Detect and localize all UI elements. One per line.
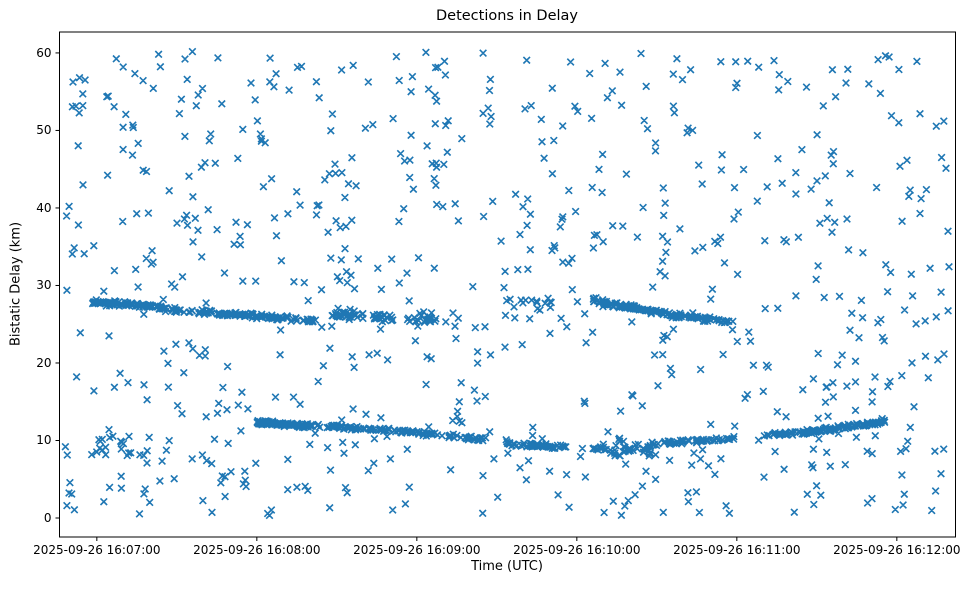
clutter-cluster-pre-pass2-markers [510, 294, 556, 314]
x-tick-label-0: 2025-09-26 16:07:00 [33, 543, 161, 557]
y-tick-label-0: 0 [43, 511, 52, 525]
y-tick-label-3: 30 [36, 278, 52, 293]
y-tick-label-6: 60 [36, 45, 52, 60]
x-tick-label-5: 2025-09-26 16:12:00 [833, 543, 961, 557]
clutter-markers [61, 47, 953, 520]
track-b-markers [253, 416, 889, 456]
x-tick-label-3: 2025-09-26 16:10:00 [513, 543, 641, 557]
x-tick-label-2: 2025-09-26 16:09:00 [353, 543, 481, 557]
track-a-pass-1-markers [88, 296, 320, 326]
x-tick-label-1: 2025-09-26 16:08:00 [193, 543, 321, 557]
scatter-markers [61, 47, 953, 520]
y-tick-label-5: 50 [36, 123, 52, 138]
x-tick-label-4: 2025-09-26 16:11:00 [673, 543, 801, 557]
y-tick-label-1: 10 [36, 433, 52, 448]
plot-title: Detections in Delay [435, 8, 579, 24]
axis-tick-marks [55, 52, 898, 541]
track-a-echo-markers [328, 304, 440, 327]
y-tick-label-2: 20 [36, 355, 52, 370]
plot-border [59, 31, 956, 538]
y-axis-label: Bistatic Delay (km) [8, 221, 24, 347]
track-a-pass-2-markers [589, 295, 737, 327]
y-tick-label-4: 40 [36, 200, 52, 215]
clutter-cluster-low-left-markers [87, 425, 135, 460]
x-axis-label: Time (UTC) [471, 559, 543, 574]
